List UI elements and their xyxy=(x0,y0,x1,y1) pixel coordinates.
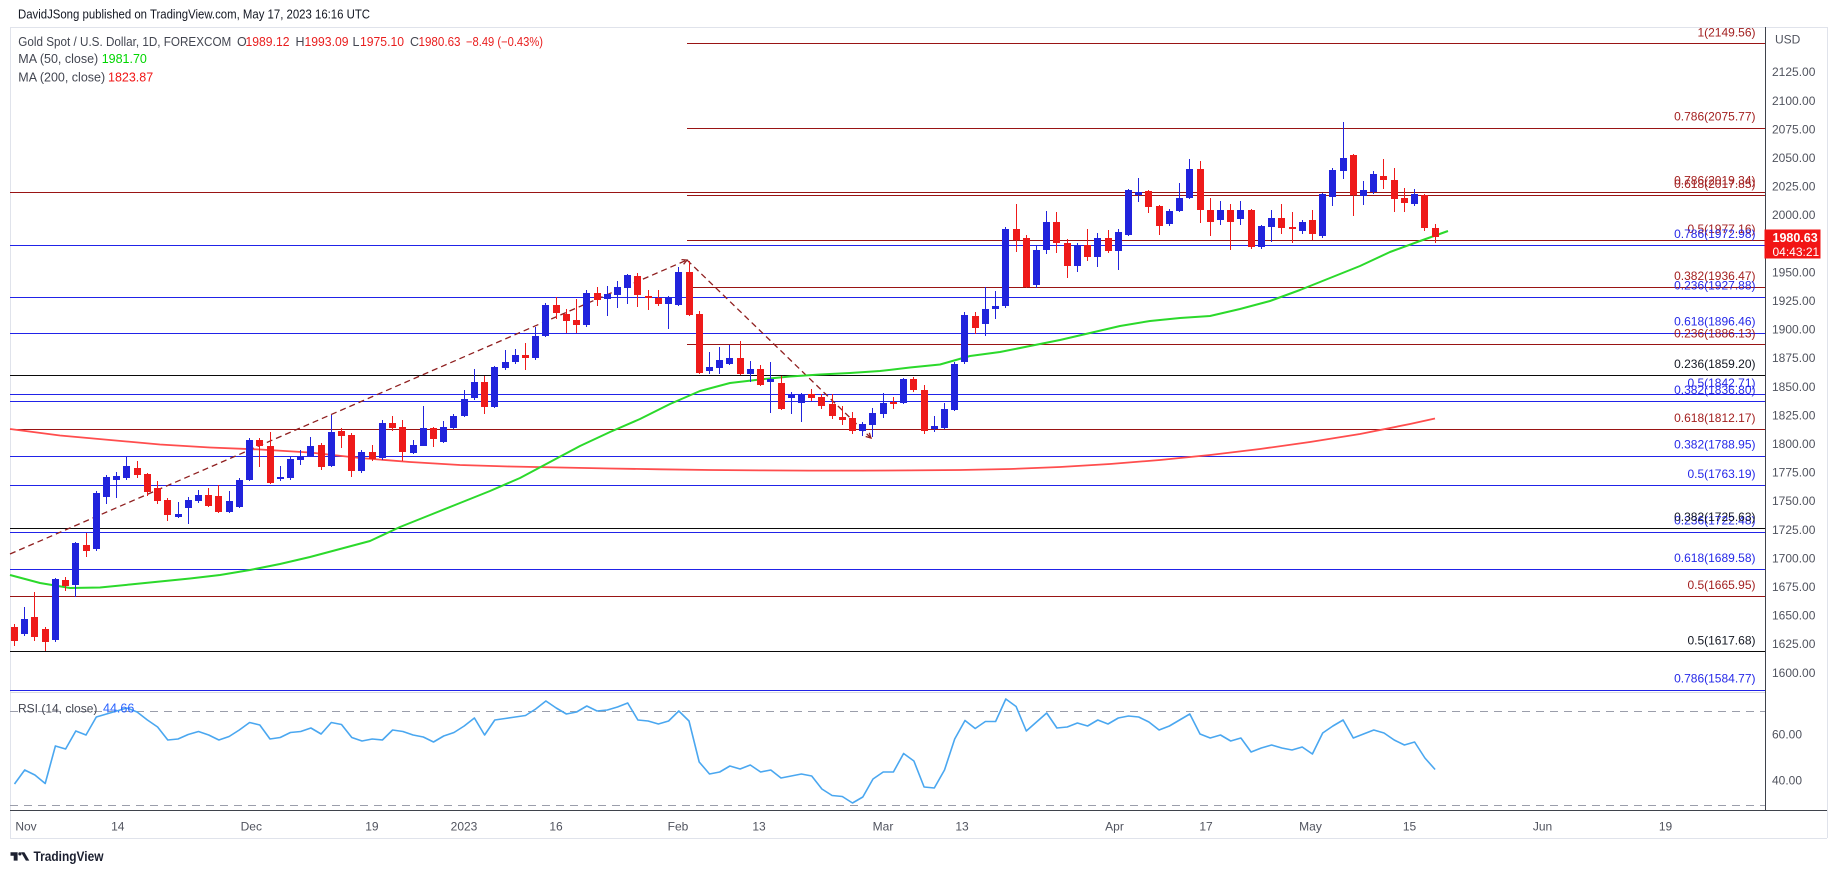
svg-text:13: 13 xyxy=(752,819,766,833)
svg-text:2075.00: 2075.00 xyxy=(1772,122,1816,136)
svg-text:RSI (14, close): RSI (14, close) xyxy=(18,701,97,715)
svg-text:Dec: Dec xyxy=(241,819,262,833)
svg-text:0.786(1584.77): 0.786(1584.77) xyxy=(1674,672,1755,686)
svg-text:0.786(2019.34): 0.786(2019.34) xyxy=(1674,174,1755,188)
svg-text:1650.00: 1650.00 xyxy=(1772,609,1816,623)
svg-text:L: L xyxy=(353,35,360,49)
svg-text:0.5(1977.16): 0.5(1977.16) xyxy=(1687,222,1755,236)
svg-text:1925.00: 1925.00 xyxy=(1772,294,1816,308)
svg-text:2100.00: 2100.00 xyxy=(1772,94,1816,108)
svg-text:2025.00: 2025.00 xyxy=(1772,180,1816,194)
svg-text:1(2149.56): 1(2149.56) xyxy=(1697,25,1755,39)
svg-text:0.618(1689.58): 0.618(1689.58) xyxy=(1674,551,1755,565)
svg-text:0.618(1896.46): 0.618(1896.46) xyxy=(1674,315,1755,329)
svg-text:13: 13 xyxy=(955,819,969,833)
svg-text:1875.00: 1875.00 xyxy=(1772,351,1816,365)
svg-text:0.236(1722.48): 0.236(1722.48) xyxy=(1674,514,1755,528)
svg-text:1980.63: 1980.63 xyxy=(1773,231,1818,245)
svg-text:1800.00: 1800.00 xyxy=(1772,437,1816,451)
svg-text:0.618(2017.85): 0.618(2017.85) xyxy=(1674,177,1755,191)
svg-text:Nov: Nov xyxy=(15,819,36,833)
svg-text:19: 19 xyxy=(1659,819,1673,833)
svg-text:Gold Spot / U.S. Dollar, 1D, F: Gold Spot / U.S. Dollar, 1D, FOREXCOM xyxy=(18,35,231,49)
svg-text:60.00: 60.00 xyxy=(1772,727,1802,741)
svg-text:44.66: 44.66 xyxy=(103,701,134,715)
svg-text:0.618(1812.17): 0.618(1812.17) xyxy=(1674,411,1755,425)
svg-text:0.5(1763.19): 0.5(1763.19) xyxy=(1687,467,1755,481)
svg-text:1850.00: 1850.00 xyxy=(1772,380,1816,394)
svg-text:15: 15 xyxy=(1403,819,1417,833)
svg-text:1825.00: 1825.00 xyxy=(1772,408,1816,422)
svg-text:0.382(1836.80): 0.382(1836.80) xyxy=(1674,383,1755,397)
svg-text:1750.00: 1750.00 xyxy=(1772,494,1816,508)
svg-text:0.382(1725.63): 0.382(1725.63) xyxy=(1674,510,1755,524)
svg-text:1993.09: 1993.09 xyxy=(305,35,349,49)
svg-text:1700.00: 1700.00 xyxy=(1772,551,1816,565)
svg-text:0.382(1936.47): 0.382(1936.47) xyxy=(1674,269,1755,283)
svg-text:1823.87: 1823.87 xyxy=(108,71,153,85)
svg-text:19: 19 xyxy=(365,819,379,833)
svg-text:C: C xyxy=(410,35,419,49)
svg-text:2000.00: 2000.00 xyxy=(1772,208,1816,222)
svg-text:1989.12: 1989.12 xyxy=(246,35,290,49)
svg-text:40.00: 40.00 xyxy=(1772,774,1802,788)
svg-text:MA (200, close): MA (200, close) xyxy=(18,71,105,85)
svg-text:Feb: Feb xyxy=(668,819,689,833)
svg-text:1980.63: 1980.63 xyxy=(419,35,461,49)
svg-text:14: 14 xyxy=(111,819,125,833)
svg-text:TradingView: TradingView xyxy=(34,849,104,864)
svg-text:USD: USD xyxy=(1775,32,1801,46)
svg-text:DavidJSong published on Tradin: DavidJSong published on TradingView.com,… xyxy=(18,7,370,21)
svg-text:Apr: Apr xyxy=(1105,819,1124,833)
svg-text:0.236(1859.20): 0.236(1859.20) xyxy=(1674,357,1755,371)
svg-text:0.5(1617.68): 0.5(1617.68) xyxy=(1687,633,1755,647)
svg-text:17: 17 xyxy=(1199,819,1213,833)
svg-text:0.786(1972.98): 0.786(1972.98) xyxy=(1674,227,1755,241)
svg-text:1981.70: 1981.70 xyxy=(102,52,147,66)
svg-text:2023: 2023 xyxy=(451,819,478,833)
svg-text:Mar: Mar xyxy=(873,819,894,833)
svg-text:0.236(1927.88): 0.236(1927.88) xyxy=(1674,279,1755,293)
svg-text:Jun: Jun xyxy=(1533,819,1552,833)
svg-text:1675.00: 1675.00 xyxy=(1772,580,1816,594)
svg-text:May: May xyxy=(1299,819,1322,833)
svg-text:1900.00: 1900.00 xyxy=(1772,323,1816,337)
svg-text:04:43:21: 04:43:21 xyxy=(1773,245,1820,259)
svg-text:0.382(1788.95): 0.382(1788.95) xyxy=(1674,438,1755,452)
svg-text:2050.00: 2050.00 xyxy=(1772,151,1816,165)
svg-text:0.5(1842.71): 0.5(1842.71) xyxy=(1687,376,1755,390)
svg-text:1975.10: 1975.10 xyxy=(360,35,404,49)
svg-text:1600.00: 1600.00 xyxy=(1772,666,1816,680)
svg-text:1775.00: 1775.00 xyxy=(1772,466,1816,480)
svg-text:1725.00: 1725.00 xyxy=(1772,523,1816,537)
svg-text:O: O xyxy=(237,35,247,49)
svg-text:16: 16 xyxy=(549,819,563,833)
svg-text:−8.49 (−0.43%): −8.49 (−0.43%) xyxy=(466,35,543,49)
svg-text:2125.00: 2125.00 xyxy=(1772,65,1816,79)
svg-text:0.786(2075.77): 0.786(2075.77) xyxy=(1674,110,1755,124)
svg-text:0.5(1665.95): 0.5(1665.95) xyxy=(1687,578,1755,592)
svg-text:H: H xyxy=(296,35,305,49)
svg-text:MA (50, close): MA (50, close) xyxy=(18,52,98,66)
svg-text:0.236(1886.13): 0.236(1886.13) xyxy=(1674,326,1755,340)
svg-text:1625.00: 1625.00 xyxy=(1772,637,1816,651)
svg-text:1950.00: 1950.00 xyxy=(1772,265,1816,279)
